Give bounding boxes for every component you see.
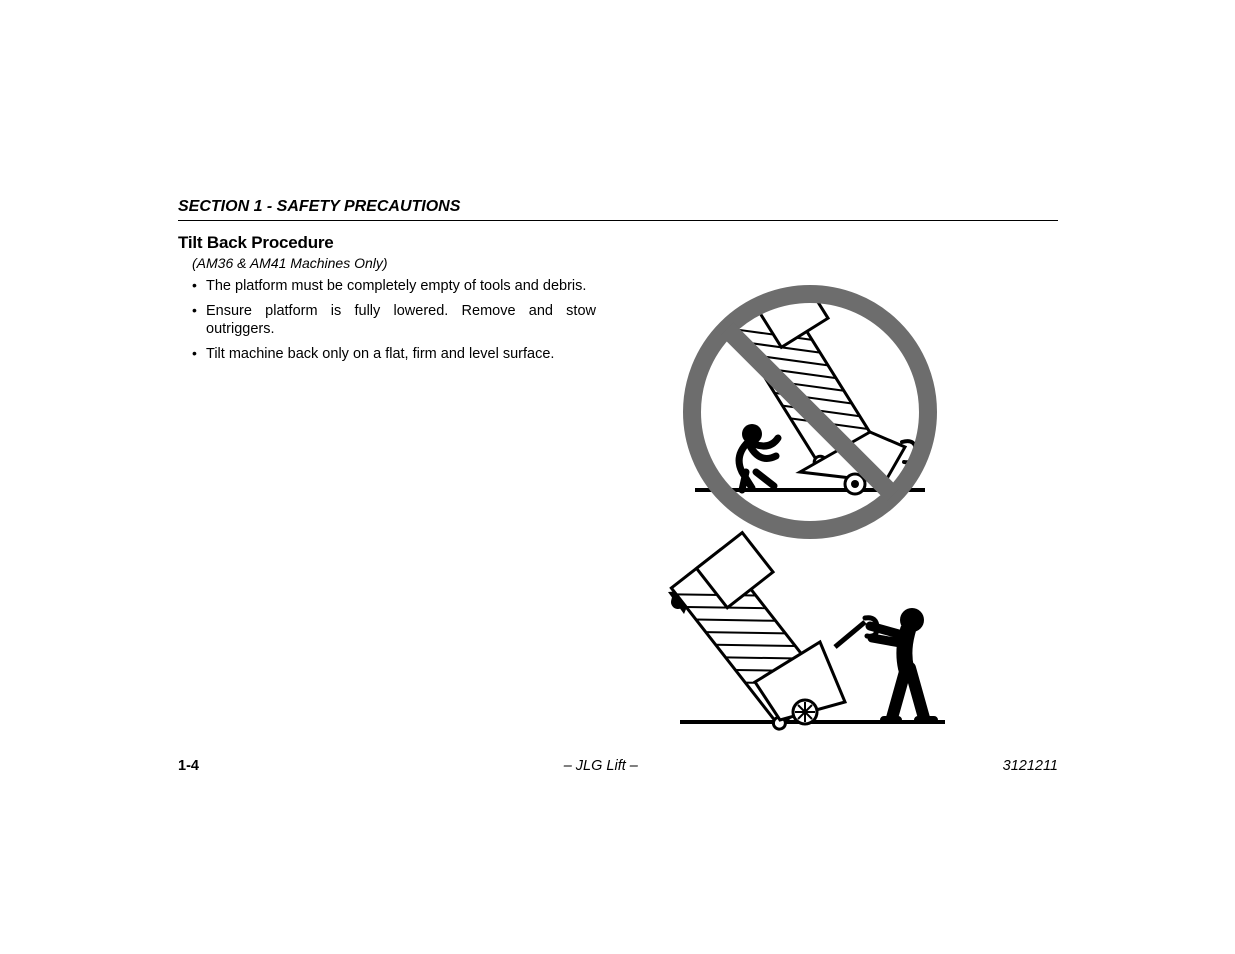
prohibition-icon: [692, 282, 928, 530]
bullet-list: The platform must be completely empty of…: [192, 277, 596, 363]
footer-center-text: – JLG Lift –: [564, 758, 638, 774]
left-column: Tilt Back Procedure (AM36 & AM41 Machine…: [178, 233, 596, 363]
correct-method-icon: [668, 533, 945, 732]
footer-document-number: 3121211: [1003, 758, 1058, 774]
footer-page-number: 1-4: [178, 758, 199, 774]
list-item: Tilt machine back only on a flat, firm a…: [192, 345, 596, 364]
section-header: SECTION 1 - SAFETY PRECAUTIONS: [178, 198, 1058, 221]
list-item: Ensure platform is fully lowered. Remove…: [192, 302, 596, 339]
tilt-back-pictogram: [660, 282, 960, 742]
page-footer: 1-4 – JLG Lift – 3121211: [178, 758, 1058, 774]
subheading-note: (AM36 & AM41 Machines Only): [192, 255, 596, 271]
safety-figure: [660, 282, 960, 747]
list-item: The platform must be completely empty of…: [192, 277, 596, 296]
subheading-tilt-back: Tilt Back Procedure: [178, 233, 596, 253]
